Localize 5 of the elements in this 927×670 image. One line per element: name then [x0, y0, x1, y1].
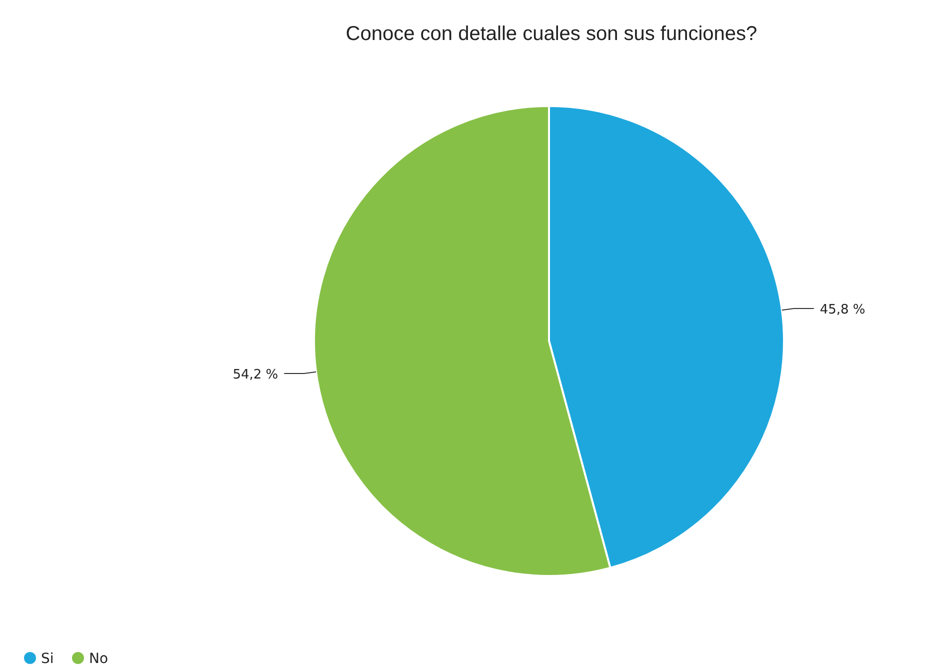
data-label: 45,8 % [820, 302, 866, 318]
legend-label: No [89, 651, 108, 667]
data-label: 54,2 % [232, 367, 278, 382]
chart-title: Conoce con detalle cuales son sus funciones? [346, 23, 758, 45]
legend-label: Si [41, 651, 54, 667]
